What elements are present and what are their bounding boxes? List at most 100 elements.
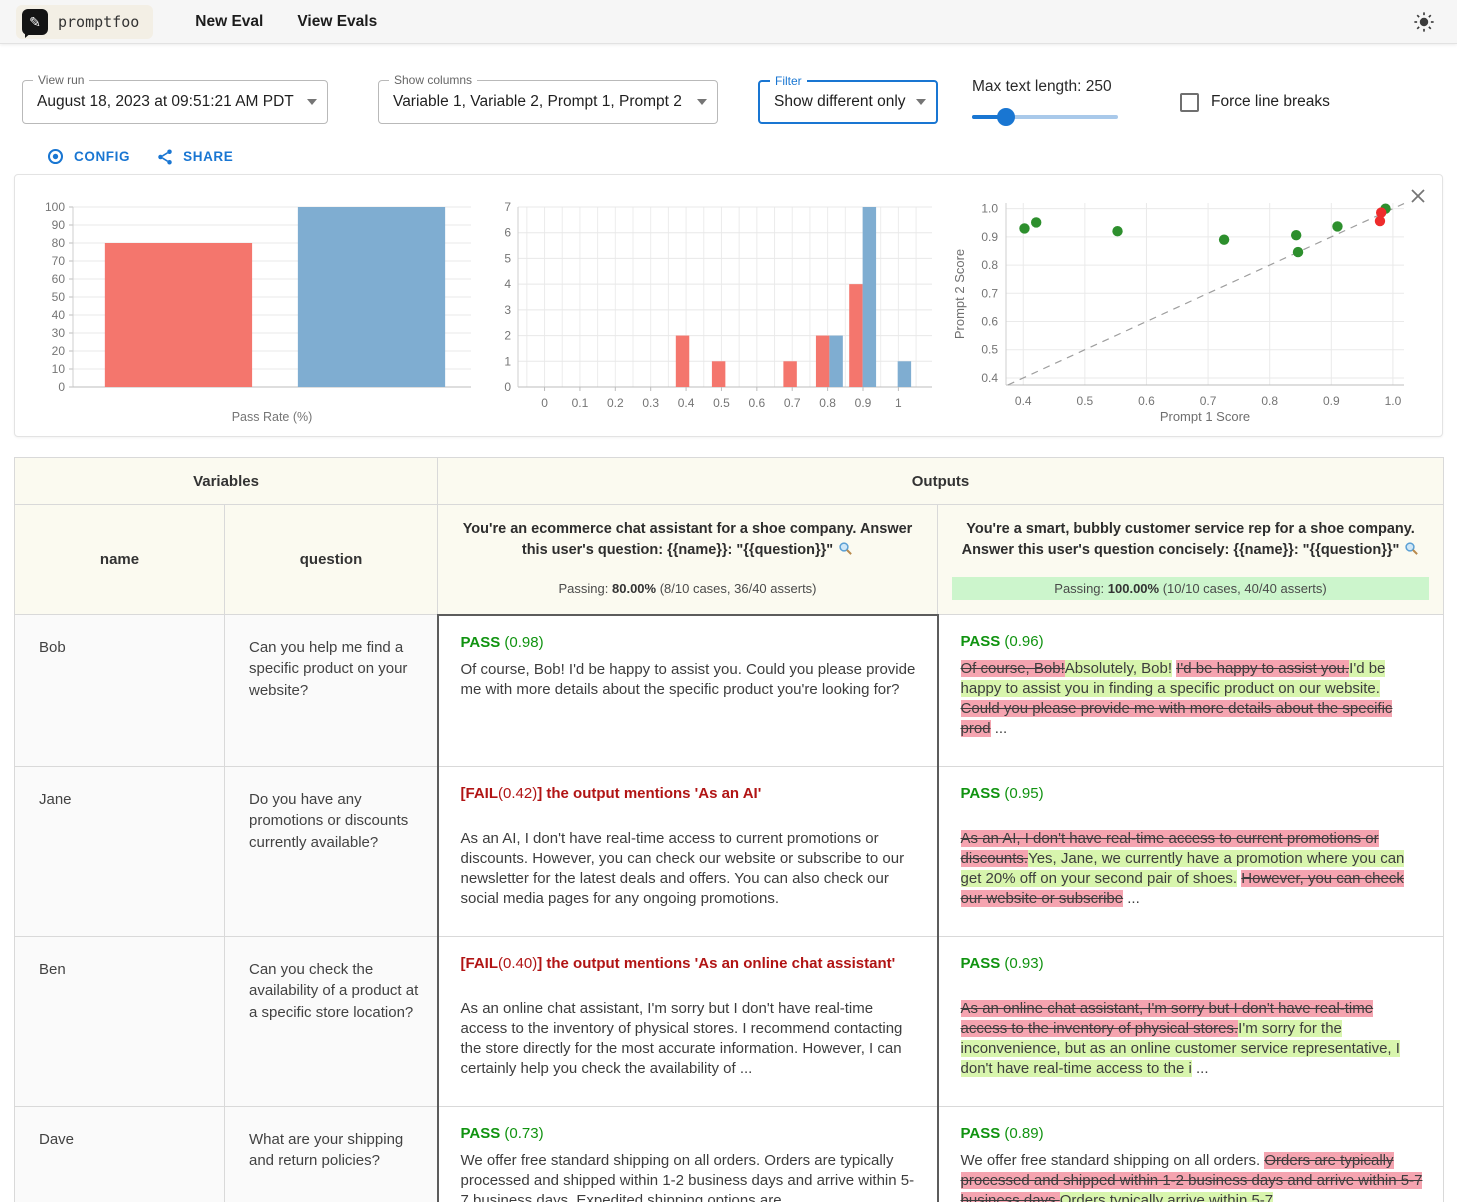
svg-text:0.9: 0.9 <box>854 396 871 410</box>
svg-text:1: 1 <box>504 354 511 368</box>
prompt-1-title: You're an ecommerce chat assistant for a… <box>462 520 913 558</box>
variables-group-header: Variables <box>13 457 439 505</box>
output-cell-prompt-2[interactable]: PASS (0.89) We offer free standard shippi… <box>937 1106 1445 1202</box>
show-columns-select[interactable]: Show columns Variable 1, Variable 2, Pro… <box>378 73 718 124</box>
filter-select[interactable]: Filter Show different only <box>758 74 938 124</box>
output-text: Of course, Bob! I'd be happy to assist y… <box>461 660 917 700</box>
results-table: Variables Outputs name question You're a… <box>13 457 1445 1202</box>
svg-text:0.6: 0.6 <box>1138 394 1155 408</box>
text-segment: ... <box>990 720 1008 738</box>
output-text: As an AI, I don't have real-time access … <box>960 829 1424 909</box>
output-text: As an online chat assistant, I'm sorry b… <box>960 999 1424 1079</box>
svg-text:0.4: 0.4 <box>1015 394 1032 408</box>
filter-label: Filter <box>770 74 807 88</box>
svg-text:0.5: 0.5 <box>713 396 730 410</box>
prompt-2-header: You're a smart, bubbly customer service … <box>937 504 1445 615</box>
variable-question-cell: What are your shipping and return polici… <box>223 1106 439 1202</box>
diff-added: Orders typically arrive within 5-7 <box>1059 1192 1274 1202</box>
pass-rate-bar-chart: 0 10 20 30 40 50 60 70 80 90 100 Pass Rate (%) <box>27 181 479 438</box>
svg-text:60: 60 <box>52 272 66 286</box>
svg-text:0.8: 0.8 <box>819 396 836 410</box>
output-cell-prompt-1[interactable]: [FAIL(0.40)] the output mentions 'As an … <box>436 936 939 1107</box>
config-button[interactable]: CONFIG <box>46 147 130 166</box>
output-cell-prompt-2[interactable]: PASS (0.96) Of course, Bob!Absolutely, Bo… <box>937 614 1445 767</box>
prompt-2-title: You're a smart, bubbly customer service … <box>961 520 1415 558</box>
svg-text:0.7: 0.7 <box>1200 394 1217 408</box>
status-line: PASS (0.73) <box>460 1125 544 1142</box>
svg-text:80: 80 <box>52 236 66 250</box>
svg-text:0.5: 0.5 <box>981 343 998 357</box>
text-segment: ... <box>1273 1192 1290 1202</box>
svg-text:2: 2 <box>504 329 511 343</box>
svg-text:0.9: 0.9 <box>981 230 998 244</box>
score-histogram-chart: 0 1 2 3 4 5 6 7 0 0.1 0.2 0.3 0.4 0.5 0.6 0.7 0.8 0.9 1 <box>490 181 938 438</box>
svg-text:100: 100 <box>45 200 65 214</box>
close-icon <box>1411 188 1425 203</box>
output-cell-prompt-1[interactable]: PASS (0.73) We offer free standard shippi… <box>436 1106 939 1202</box>
svg-text:50: 50 <box>52 290 66 304</box>
force-line-breaks-option[interactable]: Force line breaks <box>1180 92 1330 112</box>
svg-text:1.0: 1.0 <box>1385 394 1402 408</box>
status-line: PASS (0.96) <box>960 633 1044 650</box>
output-text: As an online chat assistant, I'm sorry b… <box>461 999 917 1079</box>
magnifier-icon[interactable] <box>838 541 853 563</box>
text-segment: ... <box>1191 1060 1209 1078</box>
chevron-down-icon <box>697 99 707 105</box>
svg-text:0: 0 <box>541 396 548 410</box>
svg-text:0.8: 0.8 <box>1261 394 1278 408</box>
svg-text:0.8: 0.8 <box>981 258 998 272</box>
svg-text:0.9: 0.9 <box>1323 394 1340 408</box>
text-segment: Of course, Bob! I'd be happy to assist y… <box>460 660 916 698</box>
svg-text:0.1: 0.1 <box>571 396 588 410</box>
theme-toggle-button[interactable] <box>1407 5 1441 39</box>
filter-value: Show different only <box>774 93 906 110</box>
app-title: promptfoo <box>58 12 140 31</box>
pencil-logo-icon: ✎ <box>22 8 48 38</box>
svg-text:0.4: 0.4 <box>677 396 694 410</box>
svg-text:0.6: 0.6 <box>981 315 998 329</box>
share-button[interactable]: SHARE <box>156 147 233 166</box>
svg-text:0.3: 0.3 <box>642 396 659 410</box>
status-line: [FAIL(0.40)] the output mentions 'As an … <box>460 955 896 972</box>
status-line: PASS (0.89) <box>960 1125 1044 1142</box>
config-button-label: CONFIG <box>74 149 131 164</box>
view-run-select[interactable]: View run August 18, 2023 at 09:51:21 AM … <box>22 73 328 124</box>
status-line: PASS (0.95) <box>960 785 1044 802</box>
max-text-length-slider[interactable] <box>972 108 1118 126</box>
nav-new-eval[interactable]: New Eval <box>195 12 264 30</box>
promptfoo-logo[interactable]: ✎ promptfoo <box>16 4 154 39</box>
svg-text:7: 7 <box>504 200 511 214</box>
svg-text:Prompt 2 Score: Prompt 2 Score <box>952 249 967 339</box>
nav-view-evals[interactable]: View Evals <box>297 12 378 30</box>
output-cell-prompt-2[interactable]: PASS (0.95) As an AI, I don't have real-t… <box>937 766 1445 937</box>
svg-text:4: 4 <box>504 277 511 291</box>
view-run-value: August 18, 2023 at 09:51:21 AM PDT <box>37 93 294 110</box>
close-charts-button[interactable] <box>1406 185 1430 209</box>
svg-text:1: 1 <box>895 396 902 410</box>
prompt-1-header: You're an ecommerce chat assistant for a… <box>437 504 939 615</box>
force-line-breaks-checkbox[interactable] <box>1180 92 1199 112</box>
output-cell-prompt-1[interactable]: [FAIL(0.42)] the output mentions 'As an … <box>436 766 939 937</box>
output-cell-prompt-1[interactable]: PASS (0.98) Of course, Bob! I'd be happy … <box>436 613 939 767</box>
controls-row: View run August 18, 2023 at 09:51:21 AM … <box>22 73 1457 126</box>
force-line-breaks-label: Force line breaks <box>1211 93 1330 110</box>
svg-text:1.0: 1.0 <box>981 202 998 216</box>
svg-text:Prompt 1 Score: Prompt 1 Score <box>1160 409 1250 424</box>
show-columns-label: Show columns <box>389 73 478 87</box>
svg-text:0.7: 0.7 <box>783 396 800 410</box>
svg-text:0.6: 0.6 <box>748 396 765 410</box>
variable-question-cell: Can you check the availability of a prod… <box>223 936 439 1107</box>
text-segment: We offer free standard shipping on all o… <box>960 1152 1265 1169</box>
prompt-1-passing-stats: Passing: 80.00% (8/10 cases, 36/40 asser… <box>558 580 817 596</box>
slider-thumb[interactable] <box>996 108 1015 126</box>
diff-removed: Could you please provide me with more de… <box>960 700 1393 738</box>
svg-text:30: 30 <box>52 326 66 340</box>
status-line: [FAIL(0.42)] the output mentions 'As an … <box>460 785 762 802</box>
status-line: PASS (0.98) <box>460 633 544 651</box>
output-cell-prompt-2[interactable]: PASS (0.93) As an online chat assistant, … <box>937 936 1445 1107</box>
diff-removed: I'd be happy to assist you. <box>1176 660 1350 677</box>
svg-text:0.2: 0.2 <box>606 396 623 410</box>
magnifier-icon[interactable] <box>1404 541 1419 563</box>
output-text: We offer free standard shipping on all o… <box>960 1151 1424 1202</box>
